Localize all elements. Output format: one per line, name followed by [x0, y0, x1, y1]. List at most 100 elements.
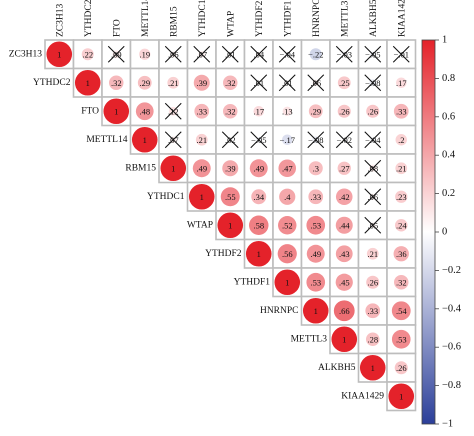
correlation-circle [195, 133, 208, 146]
insignificant-cross-mark [107, 45, 125, 63]
matrix-cell: .53 [386, 324, 417, 355]
matrix-cell: .33 [357, 295, 388, 326]
matrix-cell: .53 [300, 267, 331, 298]
matrix-cell: 1 [357, 352, 388, 383]
insignificant-cross-mark [364, 159, 382, 177]
matrix-cell: .42 [329, 181, 360, 212]
insignificant-cross-mark [364, 216, 382, 234]
correlation-circle [279, 188, 296, 205]
correlation-value: .33 [367, 306, 378, 316]
matrix-cell: .56 [272, 238, 303, 269]
insignificant-cross-mark [250, 74, 268, 92]
correlation-value: .48 [139, 106, 150, 116]
matrix-cell: .04 [243, 39, 274, 70]
correlation-value: 1 [114, 106, 118, 116]
matrix-cell: .06 [357, 181, 388, 212]
matrix-cell: 1 [186, 181, 217, 212]
correlation-value: 1 [228, 220, 232, 230]
column-label: METTL3 [340, 0, 350, 37]
matrix-cell: .21 [186, 124, 217, 155]
row-label: ALKBH5 [318, 363, 356, 373]
matrix-cell: .23 [386, 181, 417, 212]
correlation-value: .33 [196, 106, 207, 116]
correlation-circle [391, 301, 411, 321]
correlation-circle [278, 159, 297, 178]
colorbar-tick-label: 0.4 [442, 150, 456, 161]
matrix-cell: .13 [272, 96, 303, 127]
correlation-value: .21 [367, 249, 378, 259]
correlation-circle [337, 104, 351, 118]
matrix-cell: 1 [72, 67, 103, 98]
insignificant-cross-mark [278, 74, 296, 92]
correlation-value: .47 [282, 163, 293, 173]
correlation-circle [251, 189, 267, 205]
insignificant-cross-mark [221, 131, 239, 149]
correlation-circle [335, 273, 353, 291]
row-label: YTHDF2 [205, 249, 242, 259]
colorbar-tick-label: −0.2 [442, 265, 461, 276]
matrix-cell: −.03 [329, 39, 360, 70]
correlation-circle [393, 246, 409, 262]
matrix-cell: .49 [186, 153, 217, 184]
correlation-value: .32 [396, 277, 407, 287]
correlation-value: .3 [313, 163, 319, 173]
row-label: YTHDC2 [33, 78, 71, 88]
matrix-cell: .01 [243, 67, 274, 98]
matrix-cell: −.04 [272, 39, 303, 70]
correlation-value: .45 [339, 277, 350, 287]
correlation-value: .29 [139, 78, 150, 88]
matrix-cell: .06 [158, 39, 189, 70]
correlation-circle [306, 244, 325, 263]
colorbar-tick-label: 0.8 [442, 73, 455, 84]
correlation-value: .27 [339, 163, 350, 173]
matrix-cell: 1 [44, 39, 75, 70]
colorbar-tick-label: −1 [442, 419, 453, 430]
column-label: YTHDC2 [84, 0, 94, 37]
correlation-value: 1 [371, 363, 375, 373]
matrix-cell: 1 [272, 267, 303, 298]
correlation-value: 1 [399, 391, 403, 401]
row-label: METTL3 [291, 334, 328, 344]
matrix-cell: .09 [101, 39, 132, 70]
correlation-circle [366, 275, 380, 289]
correlation-circle [388, 383, 415, 410]
correlation-circle [188, 183, 215, 210]
correlation-value: .53 [310, 277, 321, 287]
column-label: FTO [112, 19, 122, 37]
correlation-value: .34 [253, 192, 264, 202]
matrix-cell: 1 [300, 295, 331, 326]
correlation-circle [359, 354, 386, 381]
correlation-circle [306, 215, 326, 235]
correlation-value: 1 [257, 249, 261, 259]
insignificant-cross-mark [364, 45, 382, 63]
correlation-circle [220, 187, 240, 207]
matrix-cell: .08 [357, 153, 388, 184]
matrix-cell: .02 [215, 124, 246, 155]
matrix-cell: .21 [357, 238, 388, 269]
cell-frame [329, 153, 360, 184]
correlation-circle [249, 159, 268, 178]
row-label: RBM15 [125, 163, 156, 173]
matrix-cell: .45 [329, 267, 360, 298]
matrix-cell: .26 [386, 352, 417, 383]
correlation-value: 1 [342, 334, 346, 344]
correlation-value: .49 [253, 163, 264, 173]
row-label: WTAP [187, 220, 213, 230]
correlation-circle [337, 76, 351, 90]
insignificant-cross-mark [364, 131, 382, 149]
correlation-circle [217, 212, 244, 239]
matrix-cell: .32 [101, 67, 132, 98]
insignificant-cross-mark [250, 45, 268, 63]
correlation-value: .26 [367, 277, 378, 287]
correlation-circle [193, 74, 210, 91]
correlation-value: .26 [339, 106, 350, 116]
matrix-cell: .48 [129, 96, 160, 127]
matrix-cell: .49 [243, 153, 274, 184]
insignificant-cross-mark [164, 102, 182, 120]
correlation-circle [393, 103, 409, 119]
matrix-cell: .2 [386, 124, 417, 155]
matrix-cell: −.08 [357, 67, 388, 98]
correlation-value: .2 [398, 135, 404, 145]
matrix-cell: .27 [329, 153, 360, 184]
